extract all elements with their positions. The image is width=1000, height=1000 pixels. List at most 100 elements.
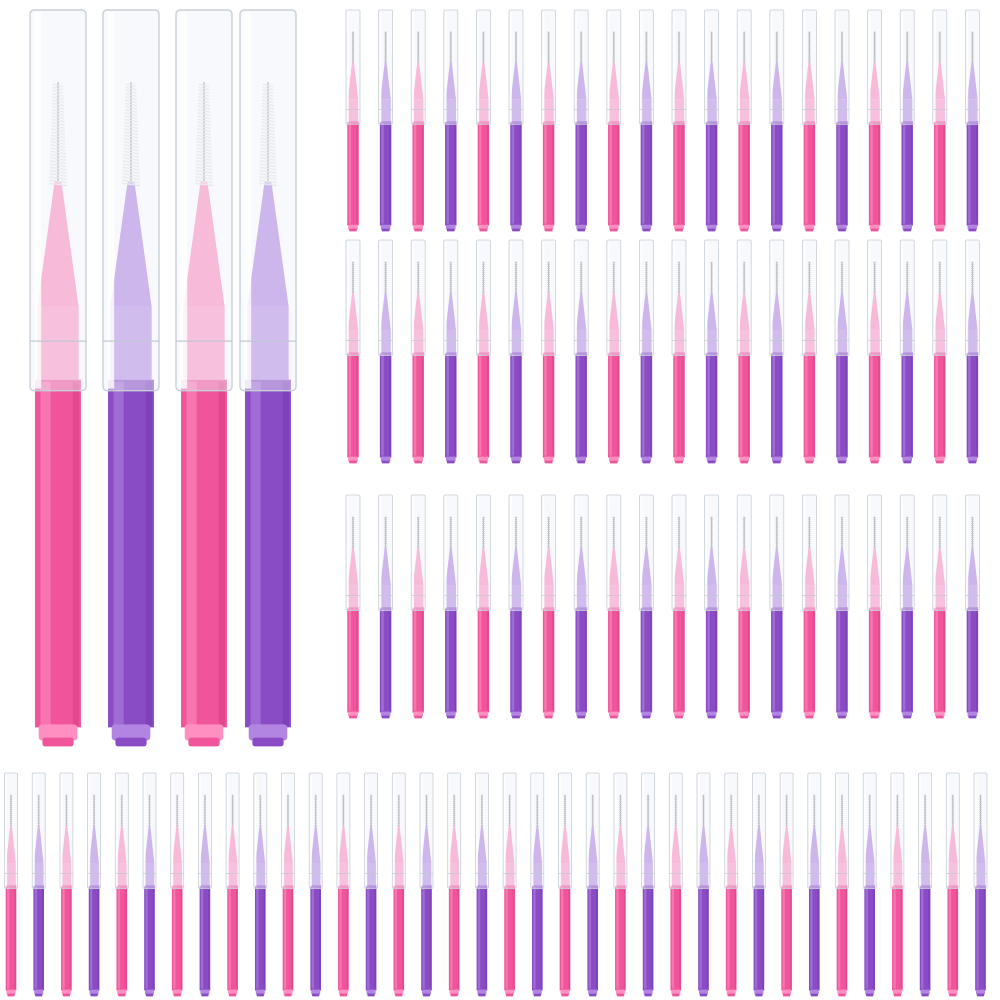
small-brush-purple: [965, 239, 980, 464]
bottom-brush-purple: [862, 772, 877, 997]
cap-reflection: [803, 242, 806, 354]
brush-handle: [753, 885, 765, 991]
small-brush-purple: [834, 9, 850, 232]
handle-foot: [188, 737, 220, 747]
neck-collar: [347, 330, 359, 353]
handle-highlight: [381, 609, 384, 711]
cap-reflection: [933, 12, 936, 123]
handle-shadow: [513, 887, 515, 989]
neck-collar: [726, 863, 736, 886]
handle-foot: [446, 460, 455, 464]
handle-base: [560, 989, 570, 995]
clear-cap: [225, 772, 240, 889]
clear-cap: [862, 772, 877, 889]
neck-collar: [347, 585, 359, 608]
bristle: [197, 115, 211, 120]
handle-highlight: [250, 381, 261, 726]
brush-handle: [901, 607, 913, 713]
brush-neck: [673, 291, 685, 331]
bristle: [48, 182, 68, 187]
handle-highlight: [805, 354, 808, 456]
handle-foot: [782, 993, 791, 997]
brush-neck: [739, 291, 750, 331]
handle-shadow: [389, 354, 391, 456]
small-brush-purple: [834, 239, 850, 464]
brush-neck: [255, 824, 266, 864]
bristle: [50, 144, 66, 148]
handle-highlight: [739, 609, 743, 711]
brush-neck: [967, 61, 978, 100]
cap-reflection: [901, 12, 903, 123]
bristle: [49, 179, 67, 184]
neck-collar: [781, 863, 792, 886]
handle-foot: [512, 715, 520, 719]
bristle: [51, 115, 65, 120]
handle-foot: [976, 993, 985, 997]
clear-cap: [4, 772, 18, 889]
brush-neck: [445, 546, 456, 586]
brush-neck: [380, 546, 391, 586]
handle-base: [511, 711, 521, 717]
clear-cap: [752, 772, 766, 889]
handle-base: [248, 724, 288, 741]
cap-reflection: [642, 775, 645, 887]
cap-reflection: [803, 12, 806, 123]
bristle: [262, 93, 274, 97]
clear-cap: [671, 9, 687, 125]
clear-cap: [606, 9, 622, 125]
neck-collar: [413, 99, 424, 122]
handle-shadow: [69, 887, 72, 989]
bristle: [261, 121, 275, 126]
handle-highlight: [576, 609, 580, 711]
small-brush-pink: [541, 494, 556, 719]
brush-neck: [283, 824, 293, 864]
cap-reflection: [781, 775, 783, 887]
handle-foot: [381, 460, 390, 464]
handle-base: [641, 224, 652, 230]
brush-handle: [347, 607, 359, 713]
brush-handle: [966, 352, 979, 458]
handle-base: [967, 711, 978, 717]
brush-handle: [347, 352, 359, 458]
handle-foot: [755, 993, 763, 997]
handle-shadow: [617, 123, 620, 224]
clear-cap: [364, 772, 379, 889]
small-brush-purple: [573, 9, 589, 232]
handle-base: [380, 456, 391, 462]
cap-reflection: [933, 497, 936, 609]
bristle: [261, 125, 275, 129]
brush-handle: [282, 885, 294, 991]
brush-handle: [705, 352, 718, 458]
handle-foot: [478, 993, 486, 997]
brush-neck: [543, 291, 554, 331]
cap-reflection: [531, 775, 534, 887]
brush-handle: [725, 885, 737, 991]
neck-collar: [771, 330, 782, 353]
bristle: [122, 166, 140, 171]
neck-collar: [144, 863, 155, 886]
bristle: [261, 128, 275, 132]
small-brush-pink: [802, 494, 817, 719]
clear-cap: [802, 9, 817, 125]
brush-neck: [445, 61, 456, 100]
cap-reflection: [171, 775, 174, 887]
handle-base: [902, 711, 913, 717]
handle-highlight: [560, 887, 564, 989]
small-brush-purple: [573, 494, 589, 719]
clear-cap: [704, 9, 719, 125]
clear-cap: [142, 772, 157, 889]
bottom-brush-purple: [696, 772, 711, 997]
bottom-brush-purple: [364, 772, 379, 997]
handle-base: [837, 224, 847, 230]
brush-neck: [310, 824, 321, 864]
brush-neck: [967, 546, 978, 586]
clear-cap: [736, 239, 752, 356]
handle-foot: [707, 715, 716, 719]
bristle: [195, 166, 213, 171]
handle-highlight: [968, 354, 971, 456]
brush-neck: [37, 181, 79, 307]
cap-reflection: [244, 12, 252, 389]
neck-collar: [739, 585, 750, 608]
brush-handle: [5, 885, 17, 991]
